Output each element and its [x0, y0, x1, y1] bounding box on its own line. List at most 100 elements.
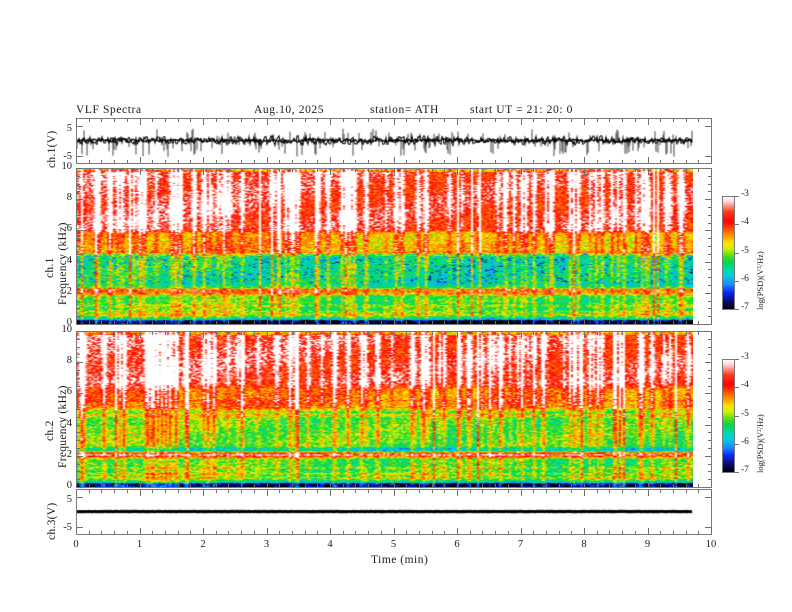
xtick-minor-ch3-38	[558, 490, 560, 493]
ytick-minor-spec1-5	[77, 285, 80, 286]
colorbar-tick-1-1	[735, 387, 739, 389]
xtick-minor-bot-spec1-48	[685, 321, 687, 324]
xtick-minor-bot-spec2-28	[431, 484, 433, 487]
xtick-minor-bot-ch3-8	[177, 531, 179, 534]
xtick-minor-ch3-22	[355, 490, 357, 493]
xtick-major-ch1-5	[393, 119, 395, 125]
xtick-major-spec2-2	[203, 332, 204, 338]
ytick-right-spec2-4	[705, 362, 711, 364]
xtick-minor-ch1-12	[228, 119, 230, 122]
xtick-major-bot-spec1-2	[203, 318, 204, 324]
xtick-major-bot-spec1-8	[584, 318, 585, 324]
xtick-minor-ch3-27	[418, 490, 420, 493]
xtick-minor-ch3-44	[634, 490, 636, 493]
xtick-minor-spec1-37	[545, 169, 547, 172]
xtick-minor-bot-spec1-39	[571, 321, 573, 324]
xtick-label-3: 3	[263, 539, 270, 550]
ytick-label-spec1-0: 0	[66, 317, 72, 328]
xtick-minor-ch1-1	[88, 119, 90, 122]
xtick-label-6: 6	[454, 539, 460, 550]
ytick-minor-spec1-2	[77, 308, 80, 310]
panel-ch1-timeseries	[76, 118, 712, 164]
xtick-minor-spec1-32	[482, 169, 484, 172]
xtick-minor-ch3-23	[368, 490, 370, 493]
xtick-minor-ch3-12	[228, 490, 230, 493]
xtick-minor-ch3-3	[114, 490, 116, 493]
xtick-major-bot-spec2-5	[393, 481, 395, 487]
ytick-spec1-0	[77, 324, 83, 325]
xtick-minor-spec1-44	[634, 169, 636, 172]
ytick-minor-r-spec2-3	[708, 463, 711, 465]
xtick-minor-bot-spec2-4	[126, 484, 128, 487]
xtick-minor-spec1-41	[596, 169, 598, 172]
xtick-minor-ch1-3	[114, 119, 116, 122]
xtick-major-ch1-7	[520, 119, 522, 125]
xtick-minor-bot-ch1-33	[495, 160, 497, 163]
xtick-minor-bot-ch1-9	[190, 160, 192, 163]
xtick-minor-ch1-38	[558, 119, 560, 122]
xtick-minor-bot-spec2-36	[533, 484, 535, 487]
ytick-right-spec1-1	[705, 292, 711, 294]
xtick-minor-ch3-19	[317, 490, 319, 493]
xtick-minor-spec2-21	[342, 332, 344, 335]
ytick-spec1-2	[77, 261, 83, 263]
xtick-major-ch3-5	[393, 490, 395, 496]
xtick-minor-bot-spec1-16	[279, 321, 281, 324]
xtick-minor-bot-spec2-41	[596, 484, 598, 487]
xtick-minor-bot-spec1-19	[317, 321, 319, 324]
xtick-minor-spec2-46	[660, 332, 662, 335]
xtick-minor-bot-spec2-33	[495, 484, 497, 487]
ytick-label-spec2-5: 10	[61, 324, 73, 335]
xtick-minor-bot-ch1-26	[406, 160, 408, 163]
xtick-minor-bot-spec1-47	[672, 321, 674, 324]
xtick-major-bot-ch1-9	[647, 157, 649, 163]
ytick-minor-r-spec2-19	[708, 338, 711, 340]
xtick-minor-ch1-11	[215, 119, 217, 122]
xtick-minor-ch1-24	[380, 119, 382, 122]
xtick-minor-ch3-48	[685, 490, 687, 493]
xtick-label-1: 1	[136, 539, 143, 550]
colorbar-ch2	[722, 359, 735, 473]
header-station: station= ATH	[370, 104, 439, 116]
xtick-major-ch1-3	[266, 119, 268, 125]
ytick-minor-spec2-2	[77, 471, 80, 473]
xtick-minor-spec1-27	[418, 169, 420, 172]
colorbar-tick-0-0	[735, 196, 739, 197]
xtick-label-10: 10	[705, 539, 717, 550]
xtick-minor-spec1-12	[228, 169, 230, 172]
ch3-waveform-canvas	[77, 490, 693, 534]
xtick-minor-spec1-47	[672, 169, 674, 172]
xtick-minor-bot-spec2-37	[545, 484, 547, 487]
xtick-major-ch3-2	[203, 490, 204, 496]
xtick-minor-bot-spec2-46	[660, 484, 662, 487]
xtick-minor-bot-spec2-27	[418, 484, 420, 487]
xtick-minor-bot-spec2-7	[164, 484, 166, 487]
xtick-minor-bot-ch3-11	[215, 531, 217, 534]
xtick-minor-spec2-42	[609, 332, 611, 335]
ytick-minor-r-spec1-6	[708, 277, 711, 279]
xtick-minor-ch1-42	[609, 119, 611, 122]
colorbar-ch1	[722, 196, 735, 310]
xtick-minor-spec2-16	[279, 332, 281, 335]
ytick-right-spec2-5	[705, 331, 711, 332]
xtick-major-spec1-8	[584, 169, 585, 175]
xtick-minor-spec1-29	[444, 169, 446, 172]
ytick-minor-r-spec2-1	[708, 479, 711, 481]
xtick-minor-bot-spec1-4	[126, 321, 128, 324]
xtick-major-ch3-10	[711, 490, 712, 496]
xtick-major-spec1-4	[330, 169, 331, 175]
xtick-minor-bot-spec2-11	[215, 484, 217, 487]
colorbar-tick-0-3	[735, 280, 739, 282]
ytick-minor-r-spec2-10	[708, 409, 711, 410]
xtick-minor-ch1-49	[698, 119, 700, 122]
xtick-minor-bot-spec2-14	[253, 484, 255, 487]
xtick-major-bot-spec1-1	[139, 318, 141, 324]
xtick-minor-ch1-31	[469, 119, 471, 122]
xtick-major-ch1-10	[711, 119, 712, 125]
xtick-minor-spec2-41	[596, 332, 598, 335]
xtick-minor-bot-ch1-8	[177, 160, 179, 163]
colorbar-tick-0-4	[735, 309, 739, 310]
xtick-major-ch3-1	[139, 490, 141, 496]
xtick-minor-spec2-31	[469, 332, 471, 335]
